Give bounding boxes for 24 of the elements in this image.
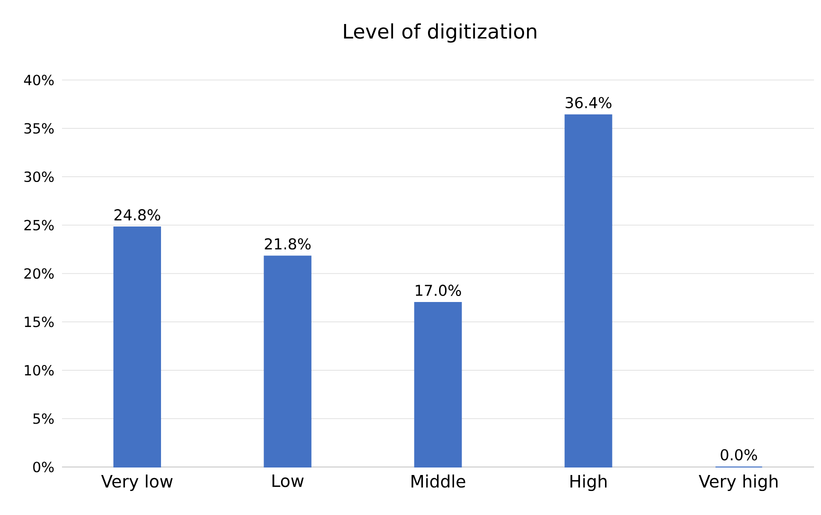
- y-tick-label: 40%: [24, 74, 54, 86]
- y-tick-label: 0%: [33, 462, 54, 472]
- y-tick-label: 30%: [24, 171, 54, 182]
- chart-title: Level of digitization: [344, 23, 536, 43]
- x-tick-label: Very high: [698, 474, 778, 491]
- data-label: 17.0%: [416, 284, 461, 296]
- y-tick-label: 35%: [24, 123, 54, 134]
- data-label: 24.8%: [114, 209, 160, 221]
- bar: [264, 256, 312, 468]
- x-tick-label: High: [570, 474, 607, 491]
- bar: [564, 114, 612, 468]
- y-tick-label: 15%: [24, 316, 54, 328]
- x-tick-label: Middle: [412, 474, 466, 488]
- y-tick-label: 25%: [24, 220, 54, 230]
- bar: [414, 302, 462, 468]
- y-tick-label: 20%: [24, 268, 54, 279]
- data-label: 36.4%: [566, 96, 612, 108]
- bar: [113, 226, 162, 468]
- y-tick-label: 5%: [33, 413, 54, 424]
- x-tick-label: Very low: [101, 474, 173, 491]
- x-tick-label: Low: [272, 474, 304, 488]
- data-label: 0.0%: [720, 449, 758, 460]
- y-tick-label: 10%: [24, 364, 54, 376]
- data-label: 21.8%: [264, 238, 311, 250]
